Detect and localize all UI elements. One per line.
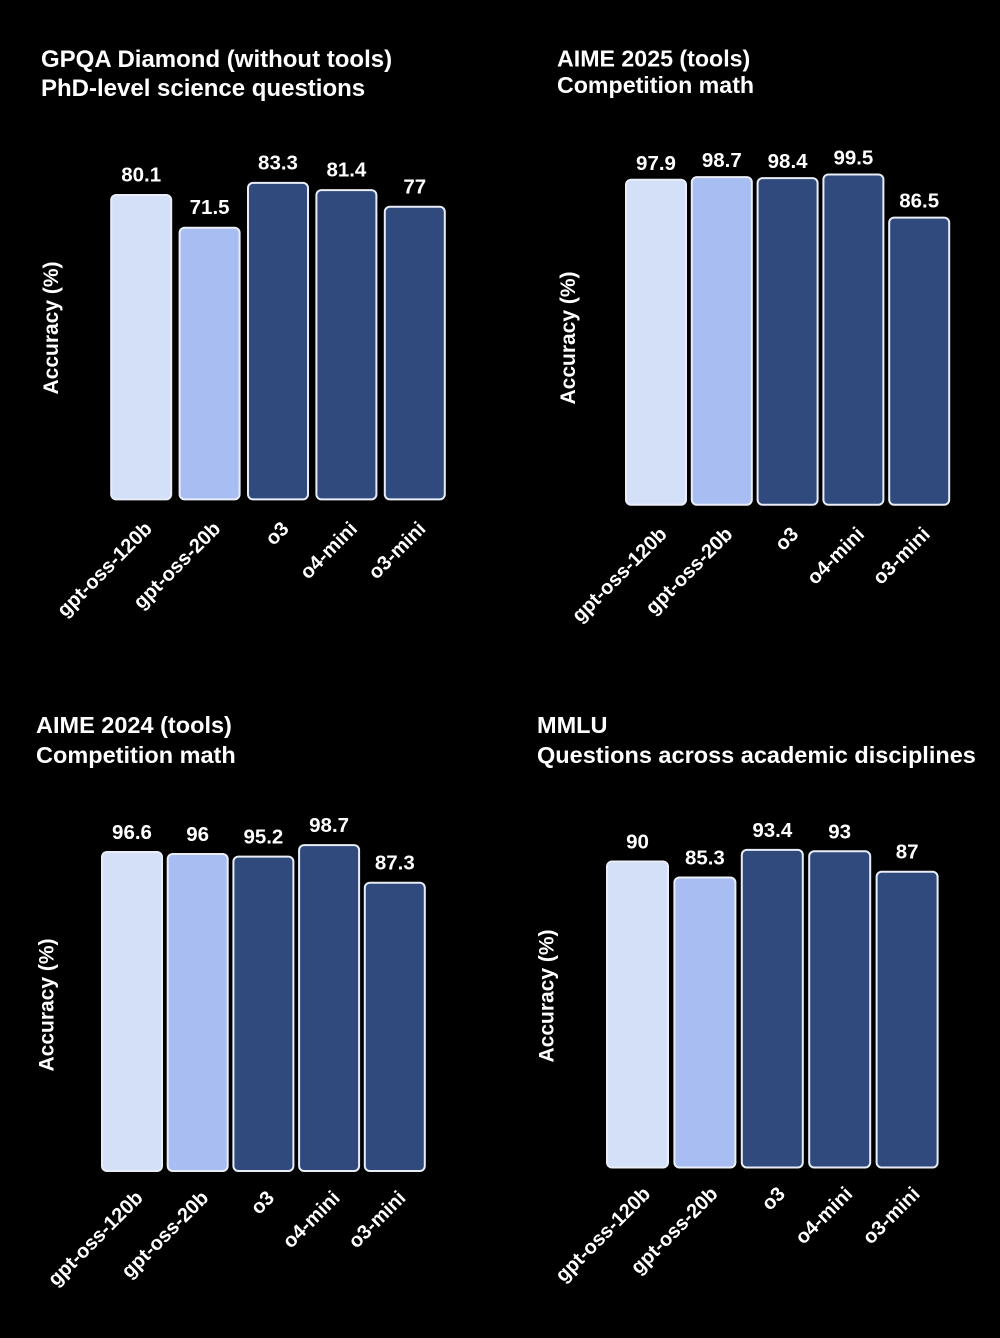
svg-text:98.4: 98.4 (768, 150, 808, 173)
svg-text:MMLU: MMLU (537, 712, 607, 738)
svg-text:95.2: 95.2 (243, 826, 283, 849)
svg-text:AIME 2024 (tools): AIME 2024 (tools) (36, 712, 232, 738)
svg-text:PhD-level science questions: PhD-level science questions (41, 75, 365, 102)
svg-text:81.4: 81.4 (326, 159, 366, 182)
svg-text:83.3: 83.3 (258, 151, 298, 174)
svg-text:Accuracy (%): Accuracy (%) (536, 929, 559, 1062)
svg-text:97.9: 97.9 (636, 152, 676, 175)
svg-text:93.4: 93.4 (752, 819, 792, 842)
svg-text:77: 77 (403, 175, 426, 198)
svg-text:96: 96 (186, 823, 209, 846)
svg-text:AIME 2025 (tools): AIME 2025 (tools) (557, 46, 750, 72)
svg-text:Competition math: Competition math (557, 72, 754, 98)
svg-text:86.5: 86.5 (899, 190, 939, 213)
svg-text:Questions across academic disc: Questions across academic disciplines (537, 742, 976, 768)
svg-text:71.5: 71.5 (190, 196, 230, 219)
svg-text:93: 93 (828, 820, 851, 843)
svg-text:GPQA Diamond (without tools): GPQA Diamond (without tools) (41, 46, 392, 73)
svg-text:87: 87 (896, 841, 919, 864)
svg-text:Accuracy (%): Accuracy (%) (40, 261, 63, 394)
svg-text:85.3: 85.3 (685, 847, 725, 870)
svg-text:80.1: 80.1 (121, 164, 161, 187)
svg-text:98.7: 98.7 (309, 814, 349, 837)
svg-text:98.7: 98.7 (702, 149, 742, 172)
svg-text:90: 90 (626, 831, 649, 854)
svg-text:96.6: 96.6 (112, 821, 152, 844)
svg-text:87.3: 87.3 (375, 852, 415, 875)
svg-text:Accuracy (%): Accuracy (%) (36, 938, 59, 1071)
svg-text:Competition math: Competition math (36, 742, 236, 768)
svg-text:99.5: 99.5 (833, 147, 873, 170)
svg-text:Accuracy (%): Accuracy (%) (557, 271, 580, 404)
